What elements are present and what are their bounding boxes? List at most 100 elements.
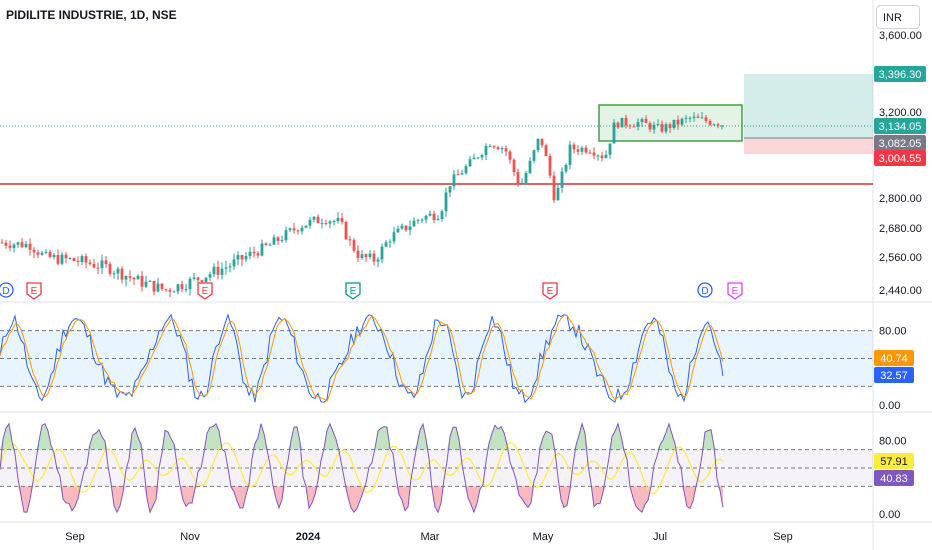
event-marker-e[interactable]: E	[727, 282, 743, 300]
position-target-zone	[744, 74, 873, 138]
time-tick-label: Jul	[653, 531, 667, 543]
rsi-oversold-fill	[468, 486, 471, 505]
candle-body	[688, 117, 692, 119]
rsi-overbought-fill	[705, 430, 708, 450]
stoch-d-line	[0, 314, 724, 402]
candle-body	[148, 280, 152, 282]
stochastic-pane	[0, 313, 873, 404]
event-marker-e[interactable]: E	[542, 282, 558, 300]
candle-body	[720, 125, 724, 127]
rsi-oversold-fill	[66, 486, 69, 504]
candle-body	[488, 146, 492, 148]
price-badge-label: 3,082.05	[879, 138, 922, 150]
rsi-overbought-fill	[381, 426, 384, 450]
stoch-tick-label: 0.00	[879, 400, 900, 412]
candle-body	[712, 124, 716, 126]
rsi-pane	[0, 422, 873, 514]
currency-selector[interactable]: INR	[876, 5, 920, 29]
rsi-overbought-fill	[138, 437, 141, 450]
time-tick-label: May	[533, 531, 554, 543]
candle-body	[68, 258, 72, 260]
candle-body	[12, 244, 16, 248]
time-tick-label: Mar	[421, 531, 440, 543]
event-label: D	[701, 286, 708, 297]
candle-body	[180, 284, 184, 290]
candle-body	[184, 289, 188, 291]
rsi-overbought-fill	[327, 423, 330, 450]
candle-body	[216, 266, 220, 275]
rsi-oversold-fill	[240, 486, 243, 509]
candle-body	[92, 264, 96, 268]
candle-body	[364, 254, 368, 258]
candle-body	[588, 152, 592, 154]
axes: 3,600.00 3,200.00 2,800.00 2,680.00 2,560.00…	[0, 30, 932, 543]
candle-body	[656, 124, 660, 126]
rsi-overbought-fill	[453, 427, 456, 450]
rsi-oversold-fill	[531, 486, 534, 503]
event-marker-d[interactable]: D	[0, 282, 14, 298]
candle-body	[660, 124, 664, 132]
candle-body	[240, 255, 244, 260]
price-badge-label: 3,134.05	[879, 121, 922, 133]
candle-body	[436, 219, 440, 221]
candle-body	[300, 227, 304, 232]
event-marker-e[interactable]: E	[197, 282, 213, 300]
candle-body	[412, 220, 416, 227]
event-label: E	[547, 286, 554, 297]
candle-body	[36, 252, 40, 255]
price-badge	[874, 118, 926, 134]
candle-body	[268, 244, 272, 246]
rsi-oversold-fill	[279, 486, 282, 508]
candle-body	[516, 172, 520, 185]
candle-body	[208, 274, 212, 278]
candle-body	[24, 243, 28, 248]
rsi-overbought-fill	[261, 423, 264, 450]
rsi-oversold-fill	[276, 486, 279, 508]
candle-body	[168, 289, 172, 292]
candle-body	[544, 145, 548, 157]
price-badge-label: 3,396.30	[879, 69, 922, 81]
candle-body	[404, 225, 408, 231]
event-marker-e[interactable]: E	[345, 282, 361, 300]
rsi-overbought-fill	[132, 428, 135, 450]
candle-body	[336, 217, 340, 222]
candle-body	[224, 267, 228, 269]
candle-body	[228, 266, 232, 268]
rsi-overbought-fill	[135, 428, 138, 450]
candle-body	[220, 268, 224, 275]
event-marker-d[interactable]: D	[697, 282, 713, 298]
rsi-oversold-fill	[528, 486, 531, 508]
rsi-oversold-fill	[345, 486, 348, 497]
candle-body	[252, 251, 256, 254]
rsi-overbought-fill	[663, 432, 666, 450]
candle-body	[468, 159, 472, 167]
candle-body	[108, 264, 112, 274]
time-tick-label: 2024	[296, 531, 321, 543]
candle-body	[56, 254, 60, 264]
position-stop-zone	[744, 138, 873, 154]
rsi-overbought-fill	[213, 423, 216, 450]
earnings-marker	[26, 282, 42, 300]
candle-body	[232, 259, 236, 267]
candle-body	[476, 157, 480, 159]
candle-body	[192, 277, 196, 279]
rsi-overbought-fill	[660, 439, 663, 450]
candle-body	[332, 221, 336, 223]
candle-body	[292, 228, 296, 231]
rsi-tick-label: 80.00	[879, 435, 907, 447]
time-tick-label: Sep	[65, 531, 85, 543]
rsi-oversold-fill	[558, 486, 561, 500]
rsi-overbought-fill	[294, 426, 297, 450]
candle-body	[448, 186, 452, 193]
candle-body	[640, 119, 644, 123]
candle-body	[272, 237, 276, 245]
candle-body	[356, 250, 360, 258]
rsi-overbought-fill	[42, 423, 45, 450]
candle-body	[72, 258, 76, 262]
candle-body	[316, 216, 320, 224]
candle-body	[460, 173, 464, 175]
rsi-oversold-fill	[309, 486, 312, 509]
event-marker-e[interactable]: E	[26, 282, 42, 300]
